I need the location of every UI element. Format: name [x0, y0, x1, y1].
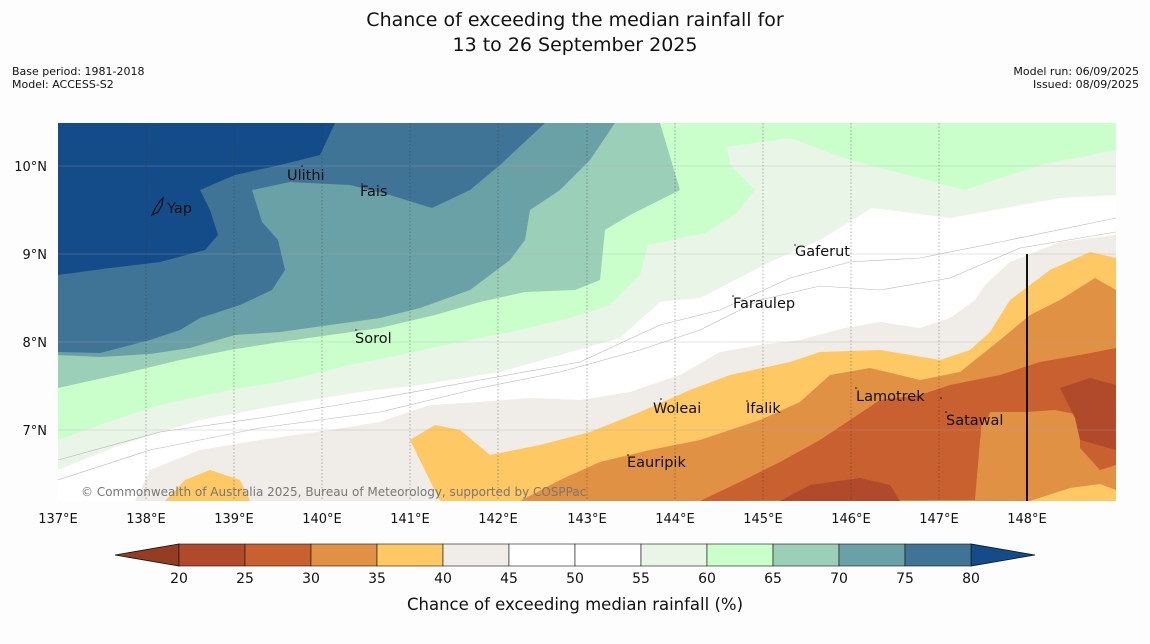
y-tick: 10°N	[14, 160, 47, 175]
colorbar-tick: 55	[632, 571, 650, 587]
map-title: Chance of exceeding the median rainfall …	[0, 8, 1150, 58]
colorbar-tick: 40	[434, 571, 452, 587]
x-tick: 142°E	[478, 512, 518, 527]
zone-20-25-south	[780, 478, 900, 501]
colorbar-tick: 50	[566, 571, 584, 587]
colorbar-tick: 45	[500, 571, 518, 587]
y-tick: 9°N	[23, 248, 48, 263]
zone-over-80	[58, 123, 335, 275]
gridlines	[58, 123, 1116, 501]
colorbar-segment	[706, 543, 774, 567]
zone-30-35-patch	[975, 412, 1030, 501]
colorbar-tick: 60	[698, 571, 716, 587]
copyright-notice: © Commonwealth of Australia 2025, Bureau…	[81, 485, 586, 499]
yap-island-icon	[150, 196, 164, 217]
place-satawal: Satawal	[946, 413, 1003, 429]
colorbar-tick: 80	[962, 571, 980, 587]
x-tick: 147°E	[919, 512, 959, 527]
place-woleai: Woleai	[653, 401, 701, 417]
colorbar-tick: 25	[236, 571, 254, 587]
meta-left: Base period: 1981-2018 Model: ACCESS-S2	[12, 65, 144, 91]
colorbar-segment	[640, 543, 708, 567]
x-tick: 143°E	[567, 512, 607, 527]
title-line-2: 13 to 26 September 2025	[452, 34, 698, 56]
zone-25-30	[700, 348, 1116, 501]
x-tick: 144°E	[655, 512, 695, 527]
x-tick: 138°E	[126, 512, 166, 527]
y-tick: 7°N	[23, 424, 48, 439]
place-eauripik: Eauripik	[627, 455, 686, 471]
base-period: Base period: 1981-2018	[12, 65, 145, 78]
colorbar-high-extend	[970, 543, 1036, 567]
zone-20-25-east	[1060, 378, 1116, 450]
colorbar-segment	[574, 543, 642, 567]
place-lamotrek: Lamotrek	[856, 389, 925, 405]
title-line-1: Chance of exceeding the median rainfall …	[366, 9, 784, 31]
y-axis-ticks: 10°N 9°N 8°N 7°N	[14, 160, 47, 439]
x-tick: 145°E	[743, 512, 783, 527]
place-sorol: Sorol	[355, 331, 392, 347]
contour-lines	[58, 217, 1116, 481]
model-run: Model run: 06/09/2025	[1013, 65, 1139, 78]
place-ifalik: Ifalik	[746, 401, 781, 417]
colorbar-segment	[838, 543, 906, 567]
colorbar-tick: 30	[302, 571, 320, 587]
place-faraulep: Faraulep	[733, 296, 795, 312]
place-gaferut: Gaferut	[795, 244, 850, 260]
x-tick: 139°E	[214, 512, 254, 527]
place-ulithi: Ulithi	[287, 168, 325, 184]
colorbar-tick: 75	[896, 571, 914, 587]
colorbar-segment	[508, 543, 576, 567]
place-labels: Yap Ulithi Fais Gaferut Faraulep Sorol W…	[166, 165, 1003, 471]
x-tick: 146°E	[831, 512, 871, 527]
colorbar-segment	[772, 543, 840, 567]
zone-35-40-se	[1030, 484, 1116, 501]
colorbar-tick: 65	[764, 571, 782, 587]
zone-35-40	[165, 470, 250, 501]
colorbar-low-extend	[114, 543, 180, 567]
place-fais: Fais	[360, 184, 387, 200]
colorbar-segment	[442, 543, 510, 567]
x-axis-ticks: 137°E 138°E 139°E 140°E 141°E 142°E 143°…	[38, 512, 1047, 527]
colorbar-tick: 35	[368, 571, 386, 587]
colorbar-segment	[376, 543, 444, 567]
x-tick: 140°E	[302, 512, 342, 527]
x-tick: 137°E	[38, 512, 78, 527]
colorbar-segment	[178, 543, 246, 567]
colorbar-tick: 20	[170, 571, 188, 587]
meta-right: Model run: 06/09/2025 Issued: 08/09/2025	[1013, 65, 1139, 91]
place-yap: Yap	[166, 201, 192, 217]
issued-date: Issued: 08/09/2025	[1032, 78, 1139, 91]
colorbar: 20 25 30 35 40 45 50 55 60 65 70 75 80	[114, 543, 1036, 587]
model-name: Model: ACCESS-S2	[12, 78, 114, 91]
colorbar-label: Chance of exceeding median rainfall (%)	[407, 595, 743, 614]
colorbar-tick: 70	[830, 571, 848, 587]
x-tick: 148°E	[1007, 512, 1047, 527]
colorbar-segment	[904, 543, 972, 567]
y-tick: 8°N	[23, 336, 48, 351]
x-tick: 141°E	[390, 512, 430, 527]
colorbar-segment	[244, 543, 312, 567]
colorbar-segment	[310, 543, 378, 567]
